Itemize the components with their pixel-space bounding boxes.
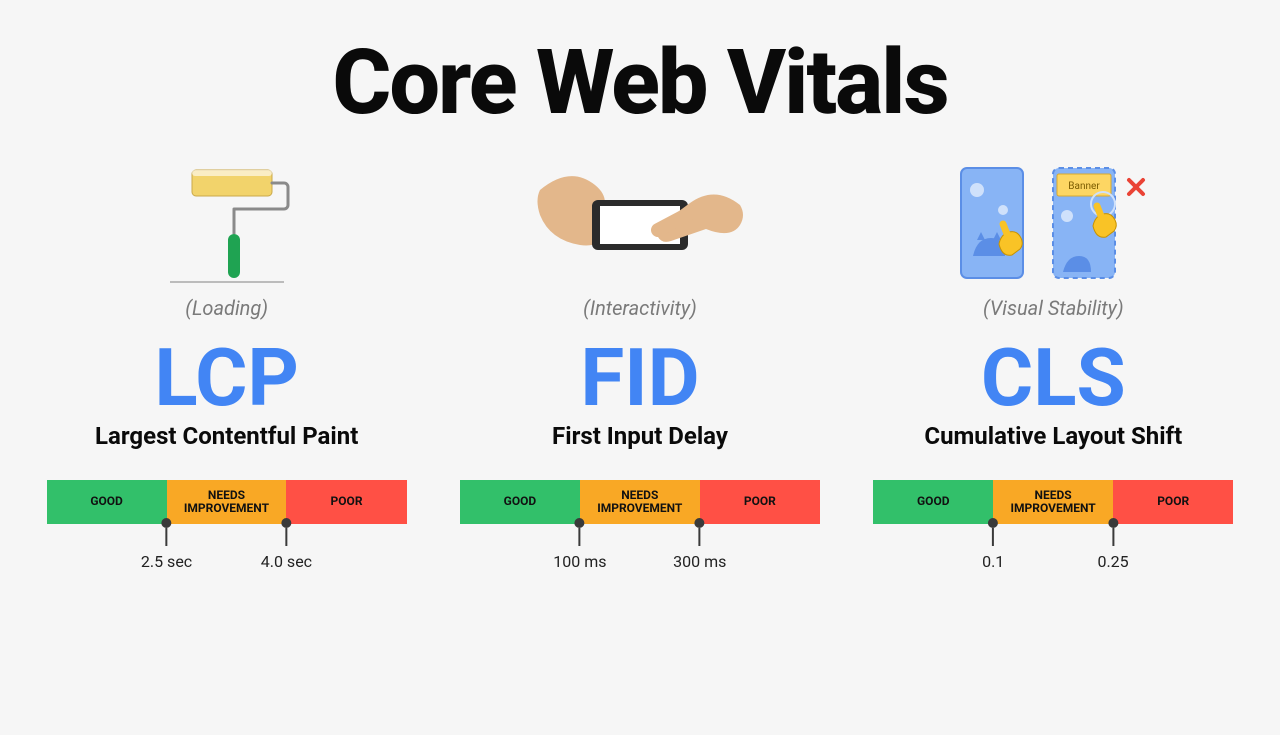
cls-bar: GOOD NEEDS IMPROVEMENT POOR 0.1 0.25: [873, 480, 1233, 524]
fid-tick-2: 300 ms: [673, 518, 726, 571]
fid-bar: GOOD NEEDS IMPROVEMENT POOR 100 ms 300 m…: [460, 480, 820, 524]
lcp-icon-area: [40, 160, 413, 290]
fid-abbr: FID: [580, 338, 699, 418]
lcp-tick-1: 2.5 sec: [141, 518, 192, 571]
cls-icon-area: Banner: [867, 160, 1240, 290]
lcp-tick-1-label: 2.5 sec: [141, 552, 192, 571]
metrics-row: (Loading) LCP Largest Contentful Paint G…: [40, 160, 1240, 524]
cls-category: (Visual Stability): [983, 296, 1124, 320]
fid-category: (Interactivity): [583, 296, 697, 320]
cls-tick-1: 0.1: [982, 518, 1004, 571]
lcp-bar: GOOD NEEDS IMPROVEMENT POOR 2.5 sec 4.0 …: [47, 480, 407, 524]
lcp-category: (Loading): [185, 296, 268, 320]
fid-tick-2-label: 300 ms: [673, 552, 726, 571]
cls-fullname: Cumulative Layout Shift: [924, 422, 1182, 450]
fid-tick-1-label: 100 ms: [553, 552, 606, 571]
cls-banner-label: Banner: [1069, 181, 1101, 192]
cls-seg-poor: POOR: [1113, 480, 1233, 524]
lcp-fullname: Largest Contentful Paint: [95, 422, 358, 450]
cls-seg-needs: NEEDS IMPROVEMENT: [993, 480, 1113, 524]
cls-abbr: CLS: [981, 338, 1126, 418]
page-title: Core Web Vitals: [332, 30, 947, 135]
cls-tick-2: 0.25: [1097, 518, 1128, 571]
metric-fid: (Interactivity) FID First Input Delay GO…: [453, 160, 826, 524]
fid-icon-area: [453, 160, 826, 290]
metric-lcp: (Loading) LCP Largest Contentful Paint G…: [40, 160, 413, 524]
cls-tick-2-label: 0.25: [1097, 552, 1128, 571]
lcp-abbr: LCP: [154, 338, 299, 418]
fid-fullname: First Input Delay: [552, 422, 728, 450]
cls-seg-good: GOOD: [873, 480, 993, 524]
cls-tick-1-label: 0.1: [982, 552, 1004, 571]
lcp-tick-2-label: 4.0 sec: [261, 552, 312, 571]
metric-cls: Banner (Visual Stability): [867, 160, 1240, 524]
hands-phone-icon: [530, 160, 750, 290]
paint-roller-icon: [152, 160, 302, 290]
infographic: Core Web Vitals (Loading): [0, 0, 1280, 735]
layout-shift-icon: Banner: [943, 160, 1163, 290]
lcp-tick-2: 4.0 sec: [261, 518, 312, 571]
fid-tick-1: 100 ms: [553, 518, 606, 571]
